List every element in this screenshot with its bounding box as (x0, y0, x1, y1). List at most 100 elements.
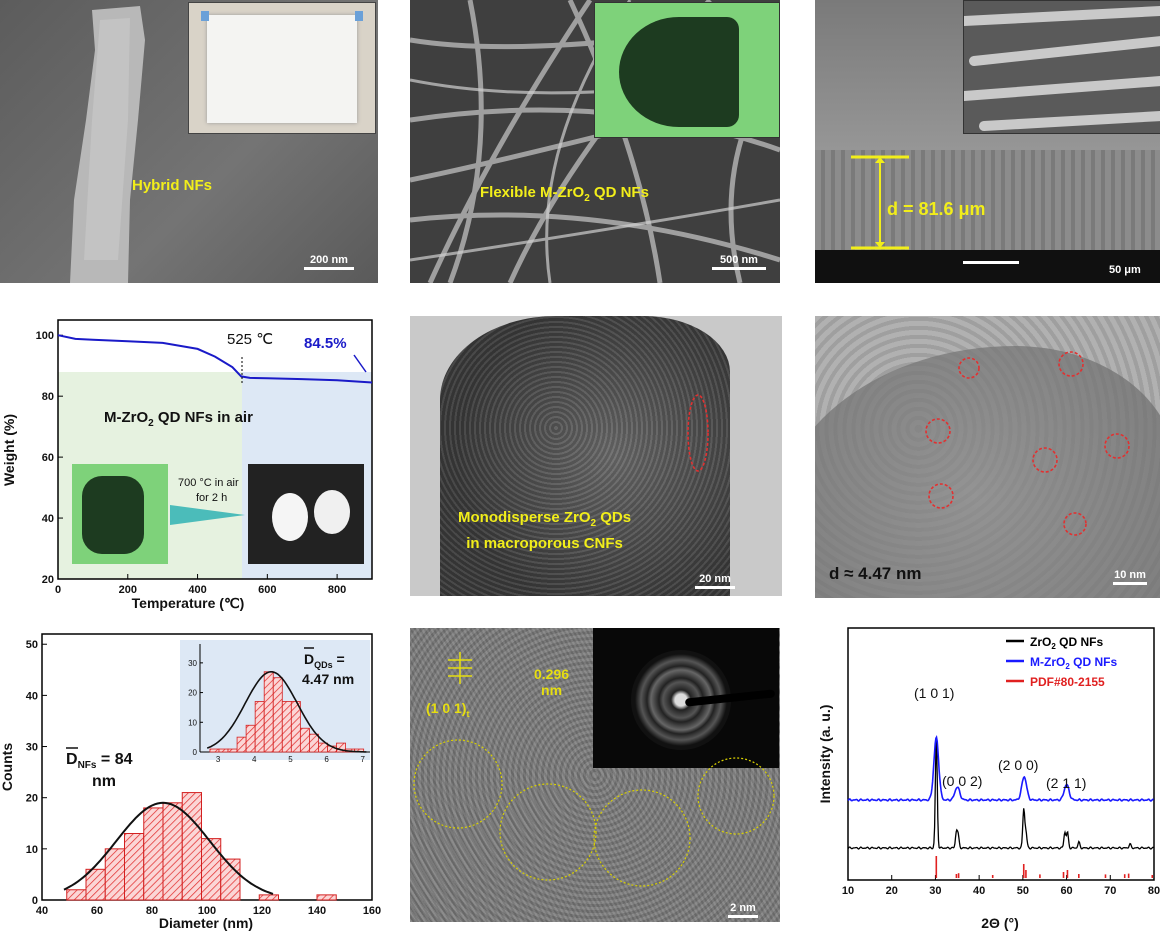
tga-y-tick-label: 60 (42, 452, 54, 464)
xrd-curve-zro2 (847, 740, 1154, 850)
fiber-ends-inset (959, 0, 1160, 134)
hist-y-tick-label: 40 (26, 690, 38, 702)
hist-bar (316, 894, 337, 901)
xrd-y-axis-label: Intensity (a. u.) (817, 705, 833, 804)
panel-d-tga-chart: 0 200 400 600 800 20 40 60 80 100 525 ℃ 84.5% M-Z… (0, 312, 380, 617)
xrd-x-tick-label: 50 (1017, 885, 1029, 897)
hist-gaussian-fit (63, 801, 274, 895)
panel-c-sem-cross-section: d = 81.6 μm 50 μm (815, 0, 1160, 283)
panel-f-label: d ≈ 4.47 nm (829, 564, 922, 583)
tga-temp-annotation: 525 ℃ (227, 331, 273, 348)
panel-f-scale-bar: 10 nm (1113, 569, 1147, 585)
inset-bar (254, 701, 265, 753)
hist-x-tick-label: 80 (146, 905, 158, 917)
hist-bar (181, 792, 202, 901)
inset-bar (263, 671, 274, 753)
panel-e-scale-bar: 20 nm (695, 573, 735, 589)
hist-bar (66, 889, 87, 901)
tga-svg: 0 200 400 600 800 20 40 60 80 100 525 ℃ 84.5% M-Z… (1, 319, 373, 611)
tga-x-tick-label: 0 (55, 584, 61, 596)
xrd-svg: 10 20 30 40 50 60 70 80 ZrO2 QD NFs M-ZrO2 QD NF… (817, 627, 1160, 931)
panel-b-scale-text: 500 nm (720, 254, 758, 266)
panel-e-label: Monodisperse ZrO2 QDs in macroporous CNF… (458, 509, 632, 552)
xrd-x-tick-label: 60 (1060, 885, 1072, 897)
hist-x-tick-label: 120 (253, 905, 271, 917)
panel-h-scale-bar: 2 nm (728, 902, 758, 918)
xrd-frame (847, 627, 1155, 881)
hist-bar (258, 894, 279, 901)
panel-i-xrd-chart: 10 20 30 40 50 60 70 80 ZrO2 QD NFs M-ZrO2 QD NF… (810, 620, 1162, 937)
inset-bar (318, 742, 328, 753)
tga-arrow-line2: for 2 h (196, 492, 227, 504)
lattice-annotations (413, 652, 775, 887)
hist-y-tick-label: 30 (26, 742, 38, 754)
inset-x-tick-label: 6 (324, 755, 329, 764)
panel-b-sem-flexible-nfs: Flexible M-ZrO2 QD NFs 500 nm (410, 0, 780, 283)
xrd-legend-label: ZrO2 QD NFs (1030, 635, 1103, 651)
hist-y-tick-label: 10 (26, 844, 38, 856)
inset-y-tick-label: 10 (188, 718, 197, 727)
tga-pct-annotation: 84.5% (304, 335, 347, 352)
inset-x-tick-label: 4 (252, 755, 257, 764)
saed-inset (593, 628, 779, 768)
inset-x-tick-label: 5 (288, 755, 293, 764)
xrd-x-axis-label: 2Θ (°) (981, 915, 1019, 931)
peak-label-002: (0 0 2) (942, 773, 982, 789)
inset-bar (309, 733, 319, 753)
xrd-x-tick-label: 70 (1104, 885, 1116, 897)
lattice-spacing-label: 0.296 nm (534, 666, 570, 698)
panel-c-scale-text: 50 μm (1109, 264, 1141, 276)
hist-y-tick-label: 0 (32, 895, 38, 907)
tga-curve (57, 334, 373, 384)
inset-bar (281, 701, 292, 753)
xrd-curve-m-zro2 (847, 735, 1154, 802)
tga-y-tick-label: 80 (42, 391, 54, 403)
tga-y-tick-label: 100 (36, 330, 54, 342)
tga-x-tick-label: 400 (188, 584, 206, 596)
inset-x-tick-label: 3 (216, 755, 221, 764)
panel-h-scale-text: 2 nm (730, 902, 756, 914)
tga-y-tick-label: 20 (42, 574, 54, 586)
peak-label-211: (2 1 1) (1046, 775, 1086, 791)
hist-x-tick-label: 100 (198, 905, 216, 917)
xrd-x-tick-label: 10 (842, 885, 854, 897)
tga-frame (57, 319, 373, 580)
inset-gaussian-fit (206, 671, 367, 753)
panel-b-label: Flexible M-ZrO2 QD NFs (480, 184, 649, 204)
panel-c-label: d = 81.6 μm (887, 199, 986, 219)
xrd-legend-label: M-ZrO2 QD NFs (1030, 655, 1117, 671)
hist-bar (143, 807, 164, 901)
peak-label-101: (1 0 1) (914, 685, 954, 701)
inset-y-tick-label: 30 (188, 659, 197, 668)
hist-bar (124, 833, 145, 901)
peak-label-200: (2 0 0) (998, 757, 1038, 773)
hist-x-tick-label: 140 (308, 905, 326, 917)
xrd-x-tick-label: 80 (1148, 885, 1160, 897)
flexible-membrane-inset (594, 2, 780, 138)
inset-bar (209, 748, 220, 753)
lattice-plane-label: (1 0 1)t (426, 700, 470, 719)
tga-process-arrow (170, 505, 245, 525)
hist-bar (201, 838, 222, 901)
inset-bar (290, 701, 301, 753)
hist-mean-label: DNFs = 84 (66, 751, 133, 771)
inset-mean-unit: 4.47 nm (302, 671, 354, 687)
tga-x-tick-label: 600 (258, 584, 276, 596)
tga-x-tick-label: 800 (328, 584, 346, 596)
xrd-x-tick-label: 40 (973, 885, 985, 897)
panel-c-scale-bar (963, 260, 1019, 264)
panel-a-scale-text: 200 nm (310, 254, 348, 266)
inset-y-tick-label: 0 (193, 748, 198, 757)
inset-bar (227, 748, 238, 753)
tga-x-tick-label: 200 (119, 584, 137, 596)
inset-mean-label: DQDs = (304, 651, 345, 670)
hist-y-tick-label: 50 (26, 639, 38, 651)
hybrid-nfs-sheet-inset (188, 2, 376, 134)
tga-y-tick-label: 40 (42, 513, 54, 525)
hist-y-tick-label: 20 (26, 793, 38, 805)
hist-y-axis-label: Counts (0, 743, 15, 791)
inset-bar (218, 748, 229, 753)
panel-a-scale-bar: 200 nm (304, 254, 354, 270)
panel-f-tem-qds: d ≈ 4.47 nm 10 nm (815, 316, 1160, 598)
panel-a-sem-hybrid-nfs: Hybrid NFs 200 nm (0, 0, 378, 283)
